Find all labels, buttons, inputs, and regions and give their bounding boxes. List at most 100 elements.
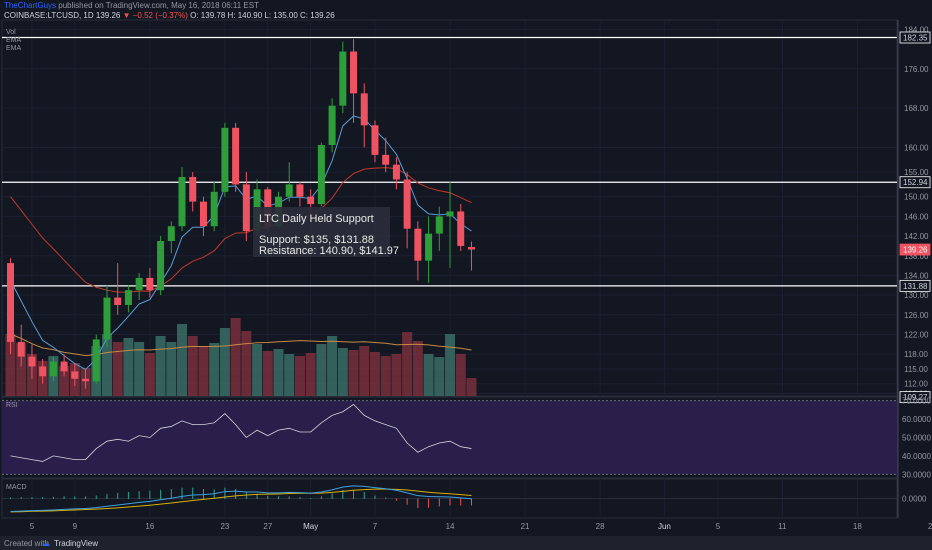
candle-body: [71, 371, 79, 379]
volume-bar: [455, 354, 466, 396]
candle-body: [103, 297, 111, 340]
macd-signal-line: [10, 488, 472, 513]
x-tick-label: 9: [73, 522, 78, 531]
author-name[interactable]: TheChartGuys: [4, 1, 57, 10]
price-chart[interactable]: 59162327May7142128Jun5111825110.00112.00…: [0, 0, 932, 536]
symbol-name[interactable]: COINBASE:LTCUSD, 1D: [4, 11, 94, 20]
candle-body: [124, 290, 132, 305]
candle-body: [435, 216, 443, 234]
candle-body: [350, 51, 358, 94]
volume-bar: [434, 357, 445, 396]
y-tick-label: 146.00: [904, 212, 929, 221]
candle-body: [199, 201, 207, 227]
candle-body: [414, 228, 422, 261]
x-tick-label: 27: [263, 522, 272, 531]
y-tick-label: 115.00: [904, 365, 928, 374]
volume-bar: [123, 338, 134, 396]
y-tick-label: 150.00: [904, 193, 929, 202]
candle-body: [296, 184, 304, 197]
x-tick-label: 28: [596, 522, 605, 531]
candle-body: [221, 127, 229, 192]
y-tick-label: 184.00: [904, 25, 929, 34]
volume-bar: [262, 351, 273, 396]
candle-body: [371, 125, 379, 155]
candle-body: [210, 191, 218, 227]
y-tick-label: 112.00: [904, 380, 928, 389]
x-tick-label: 21: [521, 522, 530, 531]
candle-body: [39, 366, 47, 377]
volume-bar: [219, 328, 230, 396]
candle-body: [146, 277, 154, 291]
price-label: 152.94: [903, 178, 928, 187]
candle-body: [7, 263, 14, 342]
macd-title: MACD: [6, 484, 27, 491]
volume-bar: [16, 343, 27, 396]
y-tick-label: 168.00: [904, 104, 929, 113]
candle-body: [157, 240, 165, 291]
candle-body: [49, 361, 57, 377]
volume-bar: [144, 353, 155, 396]
rsi-line: [10, 403, 472, 462]
candle-body: [114, 297, 122, 305]
volume-bar: [316, 344, 327, 396]
candle-body: [92, 339, 100, 382]
candle-body: [285, 184, 293, 197]
footer-bar: Created with ☁ TradingView: [0, 536, 932, 550]
rsi-tick-label: 70.0000: [902, 397, 931, 406]
x-tick-label: 23: [220, 522, 229, 531]
candle-body: [242, 184, 250, 232]
tradingview-logo-icon[interactable]: ☁: [42, 539, 50, 548]
candle-body: [446, 211, 454, 217]
price-label-box: [899, 31, 931, 44]
candle-body: [82, 378, 90, 382]
volume-bar: [198, 346, 209, 396]
indicator-label: Vol: [6, 29, 16, 36]
candle-body: [339, 51, 347, 106]
volume-ma-line: [10, 333, 472, 357]
candle-body: [60, 361, 68, 372]
candle-body: [232, 127, 240, 185]
volume-bar: [412, 341, 423, 396]
candle-body: [167, 226, 175, 241]
y-tick-label: 138.00: [904, 252, 929, 261]
price-label-box: [899, 391, 931, 404]
volume-bar: [187, 336, 198, 396]
volume-bar: [59, 366, 70, 396]
volume-bar: [241, 331, 252, 396]
candle-body: [189, 177, 197, 202]
candle-body: [382, 154, 390, 165]
volume-bar: [209, 343, 220, 396]
tradingview-brand[interactable]: TradingView: [54, 539, 99, 548]
y-tick-label: 122.00: [904, 330, 929, 339]
volume-bar: [359, 346, 370, 396]
price-pane: [1, 19, 898, 397]
rsi-title: RSI: [6, 402, 18, 409]
x-tick-label: 7: [373, 522, 378, 531]
last-price: 139.26: [95, 11, 121, 20]
x-tick-label: 5: [30, 522, 35, 531]
rsi-band: [2, 400, 897, 475]
volume-bar: [134, 342, 145, 396]
y-tick-label: 155.00: [904, 168, 929, 177]
volume-bar: [380, 356, 391, 396]
volume-bar: [327, 336, 338, 396]
rsi-tick-label: 50.0000: [902, 434, 931, 443]
macd-line: [10, 485, 472, 512]
symbol-line: COINBASE:LTCUSD, 1D 139.26 ▼ −0.52 (−0.3…: [4, 11, 335, 20]
candle-body: [317, 145, 325, 205]
rsi-tick-label: 30.0000: [902, 470, 931, 479]
annotation-box: [253, 207, 390, 257]
indicator-label: EMA: [6, 45, 22, 52]
candle-body: [392, 164, 400, 180]
volume-bar: [294, 356, 305, 396]
volume-bar: [5, 334, 16, 396]
annotation-support: Support: $135, $131.88: [259, 234, 374, 246]
candle-body: [425, 233, 433, 261]
publish-line: TheChartGuys published on TradingView.co…: [4, 1, 259, 10]
volume-bar: [252, 344, 263, 396]
x-tick-label: 25: [928, 522, 932, 531]
candle-body: [17, 341, 25, 357]
x-tick-label: Jun: [658, 522, 671, 531]
price-label: 182.35: [903, 34, 928, 43]
y-tick-label: 160.00: [904, 143, 929, 152]
